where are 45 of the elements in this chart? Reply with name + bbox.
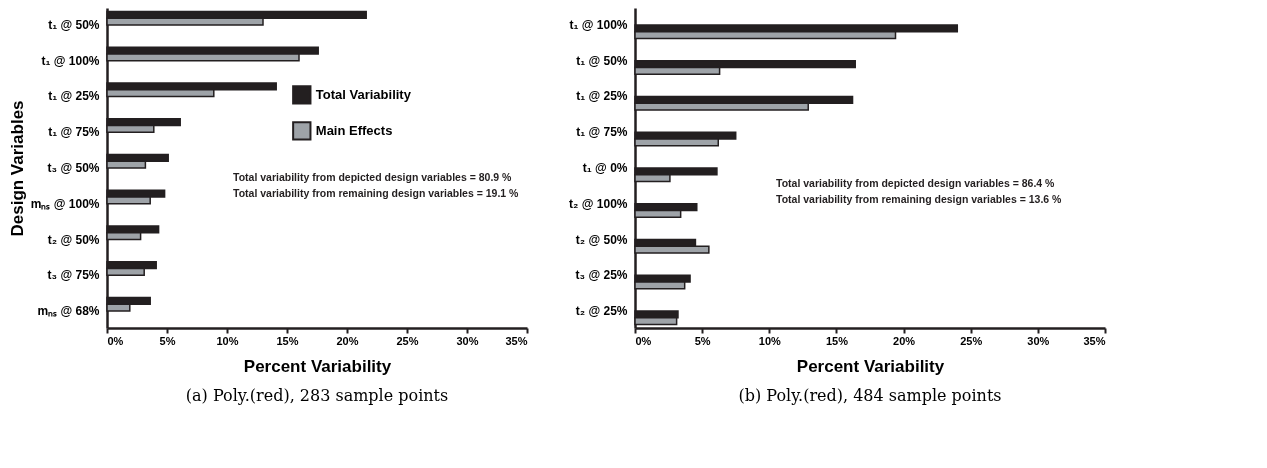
legend-label: Main Effects bbox=[315, 122, 393, 138]
y-tick-label: mₙₛ @ 100% bbox=[30, 196, 100, 211]
x-axis-title: Percent Variability bbox=[243, 356, 392, 376]
x-tick-label: 0% bbox=[635, 334, 652, 347]
x-tick-label: 10% bbox=[758, 334, 782, 347]
y-tick-label: t₂ @ 50% bbox=[575, 232, 628, 247]
y-tick-label: t₂ @ 50% bbox=[47, 232, 100, 247]
y-tick-label: t₃ @ 25% bbox=[575, 268, 628, 283]
x-tick-label: 20% bbox=[336, 334, 359, 347]
x-axis-title: Percent Variability bbox=[796, 356, 945, 376]
y-tick-label: t₁ @ 100% bbox=[41, 53, 100, 68]
y-tick-label: t₃ @ 50% bbox=[47, 161, 100, 175]
y-tick-label: t₃ @ 75% bbox=[47, 268, 100, 283]
x-tick-label: 15% bbox=[276, 334, 299, 347]
y-tick-label: t₁ @ 75% bbox=[48, 125, 100, 140]
x-tick-label: 5% bbox=[159, 334, 176, 347]
x-tick-label: 5% bbox=[694, 334, 711, 347]
y-tick-label: mₙₛ @ 68% bbox=[37, 304, 100, 319]
y-axis-title: Design Variables bbox=[7, 100, 27, 237]
x-tick-label: 0% bbox=[107, 334, 124, 347]
x-tick-label: 35% bbox=[1083, 334, 1106, 347]
x-tick-label: 25% bbox=[960, 334, 983, 347]
annotation: Total variability from depicted design variables = 80.9 % bbox=[233, 170, 513, 183]
x-tick-label: 30% bbox=[1027, 334, 1050, 347]
x-tick-label: 10% bbox=[216, 334, 239, 347]
x-tick-label: 25% bbox=[396, 334, 419, 347]
x-tick-label: 30% bbox=[456, 334, 479, 347]
annotation: Total variability from remaining design variables = 19.1 % bbox=[233, 186, 520, 199]
legend-label: Total Variability bbox=[315, 86, 412, 102]
x-tick-label: 20% bbox=[893, 334, 916, 347]
y-tick-label: t₁ @ 25% bbox=[576, 89, 628, 104]
y-tick-label: t₁ @ 25% bbox=[48, 89, 100, 104]
y-tick-label: t₁ @ 0% bbox=[582, 161, 628, 175]
annotation: Total variability from remaining design variables = 13.6 % bbox=[776, 193, 1063, 205]
annotation: Total variability from depicted design variables = 86.4 % bbox=[776, 177, 1056, 189]
y-tick-label: t₂ @ 100% bbox=[569, 196, 628, 211]
y-tick-label: t₁ @ 50% bbox=[576, 53, 628, 68]
y-tick-label: t₁ @ 75% bbox=[576, 125, 628, 140]
y-tick-label: t₁ @ 50% bbox=[48, 17, 100, 32]
text: (b) Poly.(red), 484 sample points bbox=[738, 386, 1002, 405]
y-tick-label: t₁ @ 100% bbox=[569, 17, 628, 32]
x-tick-label: 15% bbox=[825, 334, 849, 347]
y-tick-label: t₂ @ 25% bbox=[575, 304, 628, 319]
text: (a) Poly.(red), 283 sample points bbox=[185, 386, 449, 405]
x-tick-label: 35% bbox=[505, 334, 528, 347]
